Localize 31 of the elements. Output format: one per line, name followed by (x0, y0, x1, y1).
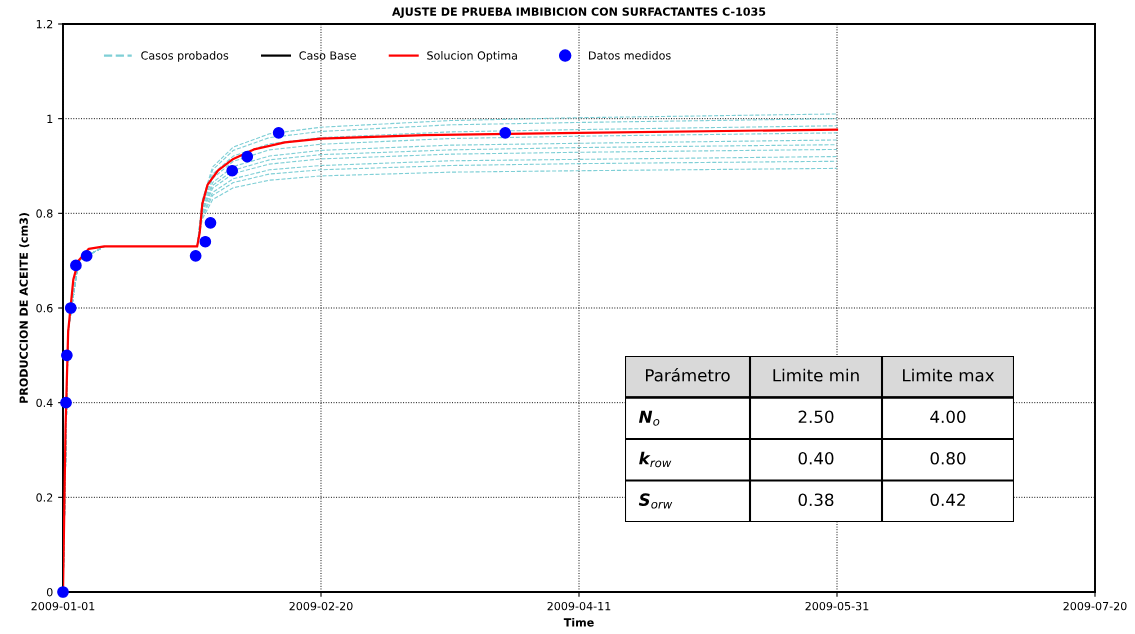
category-label: S$_{orw}$ (638, 493, 673, 509)
text: 4.00 (930, 410, 966, 424)
legend-label: Solucion Optima (427, 51, 517, 62)
x-tick-label: 2009-07-20 (1063, 601, 1127, 611)
x-tick-label: 2009-05-31 (805, 601, 869, 611)
legend-label: Caso Base (299, 51, 356, 60)
y-tick-label: 0.8 (36, 209, 53, 218)
y-tick-label: 1.2 (36, 19, 53, 29)
y-axis-title: PRODUCCION DE ACEITE (cm3) (19, 213, 30, 403)
chart-title: AJUSTE DE PRUEBA IMBIBICION CON SURFACTANTES C-1035 (392, 7, 766, 18)
text: 0.80 (930, 451, 966, 465)
x-tick-label: 2009-02-20 (289, 601, 353, 611)
y-tick-label: 0.4 (36, 398, 53, 408)
y-tick-label: 1 (47, 114, 53, 123)
x-tick-label: 2009-01-01 (31, 601, 95, 611)
text: 0.42 (930, 493, 965, 507)
category-label: k$_{row}$ (639, 451, 672, 468)
text: 2.50 (798, 410, 834, 424)
category-label: Parámetro (646, 368, 730, 382)
category-label: Limite max (903, 368, 995, 382)
y-tick-label: 0.2 (36, 493, 53, 502)
text: 0.40 (798, 451, 834, 465)
category-label: Limite min (773, 368, 859, 382)
category-label: N$_{o}$ (638, 410, 660, 426)
legend-label: Datos medidos (589, 51, 671, 60)
legend-label: Casos probados (141, 51, 229, 62)
y-tick-label: 0 (46, 587, 53, 597)
y-tick-label: 0.6 (36, 303, 53, 313)
text: 0.38 (798, 493, 834, 507)
x-tick-label: 2009-04-11 (547, 601, 611, 611)
x-axis-title: Time (563, 618, 594, 627)
